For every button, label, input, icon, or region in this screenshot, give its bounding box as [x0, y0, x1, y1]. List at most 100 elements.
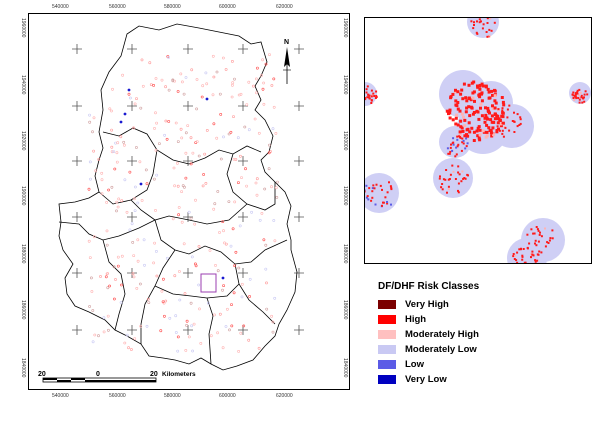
risk-point — [223, 241, 226, 245]
risk-point — [230, 83, 234, 87]
inset-risk-pixel — [519, 248, 522, 251]
risk-point — [154, 77, 158, 80]
risk-point — [262, 238, 266, 242]
risk-point — [253, 117, 257, 121]
risk-point — [189, 217, 193, 220]
inset-risk-pixel — [365, 196, 368, 199]
risk-point — [143, 263, 146, 267]
inset-risk-pixel — [373, 187, 376, 190]
inset-risk-pixel — [458, 109, 462, 113]
risk-point — [174, 121, 178, 125]
risk-point — [88, 120, 92, 124]
inset-risk-pixel — [515, 259, 518, 262]
risk-point — [222, 284, 226, 288]
inset-risk-pixel — [457, 165, 460, 168]
inset-risk-pixel — [499, 124, 503, 128]
inset-risk-pixel — [551, 237, 554, 240]
inset-risk-pixels — [365, 18, 589, 263]
risk-point — [216, 190, 220, 193]
risk-point — [238, 224, 242, 228]
inset-risk-pixel — [452, 137, 455, 140]
graticule-cross — [127, 44, 137, 54]
risk-point — [112, 150, 116, 154]
inset-risk-pixel — [514, 254, 517, 257]
inset-risk-pixel — [467, 121, 471, 125]
risk-point — [102, 330, 106, 334]
risk-point — [128, 228, 132, 232]
risk-point — [272, 77, 276, 81]
risk-point — [245, 103, 249, 107]
risk-point — [200, 95, 204, 99]
inset-risk-pixel — [451, 92, 455, 96]
risk-point — [177, 270, 181, 273]
risk-point — [193, 262, 197, 266]
risk-point — [255, 193, 259, 197]
risk-point — [110, 185, 114, 189]
risk-point — [125, 333, 129, 337]
risk-point — [93, 333, 97, 337]
inset-risk-pixel — [479, 102, 483, 106]
risk-point — [176, 349, 180, 353]
inset-risk-pixel — [456, 145, 459, 148]
inset-risk-pixel — [465, 106, 469, 110]
inset-risk-pixel — [491, 126, 495, 130]
inset-risk-pixel — [578, 101, 581, 104]
inset-risk-pixel — [463, 118, 467, 122]
risk-point — [140, 58, 144, 62]
inset-risk-pixel — [455, 104, 459, 108]
risk-point — [87, 239, 91, 243]
inset-risk-pixel — [501, 100, 505, 104]
risk-point — [136, 201, 140, 205]
inset-risk-pixel — [465, 145, 468, 148]
inset-risk-pixel — [390, 188, 393, 191]
risk-point — [176, 90, 180, 93]
risk-point — [154, 148, 158, 152]
inset-risk-pixel — [576, 91, 579, 94]
graticule-cross — [72, 101, 82, 111]
inset-risk-pixel — [460, 126, 464, 130]
graticule-cross — [294, 212, 304, 222]
risk-point — [111, 87, 114, 91]
inset-risk-pixel — [506, 116, 509, 119]
risk-point — [194, 198, 197, 202]
risk-point — [155, 249, 158, 253]
inset-risk-pixel — [496, 125, 499, 128]
risk-point — [167, 120, 171, 123]
graticule-cross — [294, 101, 304, 111]
inset-risk-pixel — [452, 170, 455, 173]
inset-risk-pixel — [466, 127, 470, 131]
risk-point — [264, 243, 268, 247]
risk-point — [232, 291, 236, 295]
inset-risk-pixel — [454, 155, 457, 158]
inset-risk-pixel — [469, 105, 473, 109]
risk-point — [161, 277, 165, 281]
y-tick-label: 1920000 — [342, 131, 348, 151]
inset-risk-pixel — [508, 104, 511, 107]
scale-right-label: 20 — [150, 371, 158, 378]
risk-point — [232, 115, 235, 119]
inset-risk-pixel — [461, 129, 465, 133]
inset-risk-pixel — [485, 116, 489, 120]
inset-risk-pixel — [512, 255, 515, 258]
inset-risk-pixel — [537, 229, 540, 232]
risk-point — [250, 210, 254, 214]
inset-risk-pixel — [448, 116, 452, 120]
legend-swatch — [378, 345, 396, 354]
inset-risk-pixel — [576, 89, 579, 92]
inset-risk-pixel — [488, 111, 491, 115]
x-tick-label: 580000 — [164, 4, 181, 10]
risk-point — [157, 142, 161, 146]
risk-point — [219, 157, 223, 161]
scale-unit-label: Kilometers — [162, 371, 196, 378]
inset-risk-pixel — [491, 104, 494, 108]
risk-point — [184, 348, 188, 352]
inset-risk-pixel — [371, 190, 374, 193]
risk-point — [221, 346, 225, 350]
inset-risk-pixel — [501, 122, 504, 125]
risk-point-low — [205, 97, 209, 101]
inset-risk-pixel — [496, 121, 500, 125]
inset-risk-pixel — [371, 187, 374, 190]
inset-risk-pixel — [582, 97, 584, 99]
inset-risk-pixel — [544, 245, 547, 248]
inset-risk-pixel — [502, 135, 505, 138]
